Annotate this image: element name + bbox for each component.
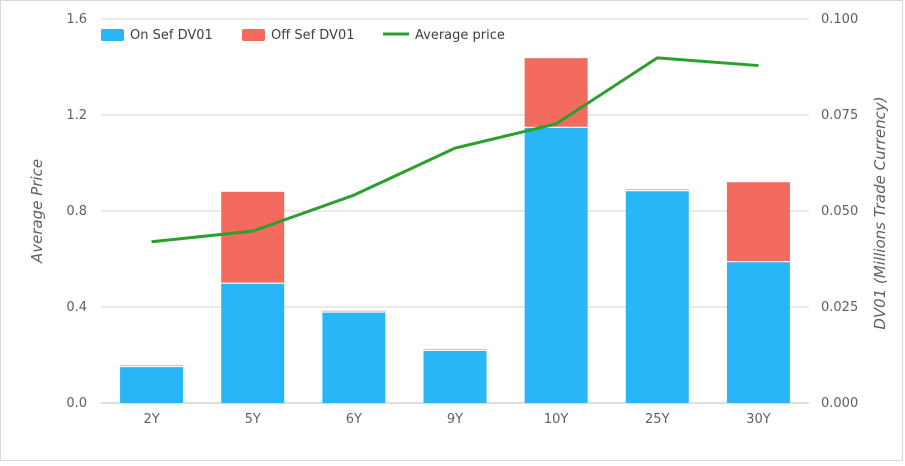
x-tick-label: 6Y	[346, 412, 362, 427]
y-left-tick-label: 1.6	[66, 12, 87, 27]
x-axis: 2Y 5Y 6Y 9Y 10Y 25Y 30Y	[143, 412, 770, 427]
legend-label-on-sef: On Sef DV01	[130, 28, 213, 43]
legend[interactable]: On Sef DV01 Off Sef DV01 Average price	[101, 28, 505, 43]
y-left-tick-label: 0.4	[66, 300, 87, 315]
bar-off-sef[interactable]	[221, 191, 285, 284]
y-left-tick-label: 1.2	[66, 108, 87, 123]
bar-on-sef[interactable]	[625, 190, 689, 403]
legend-item-on-sef[interactable]: On Sef DV01	[101, 28, 213, 43]
bar-on-sef[interactable]	[120, 366, 184, 403]
legend-label-off-sef: Off Sef DV01	[271, 28, 355, 43]
y-axis-right: 0.000 0.025 0.050 0.075 0.100	[821, 12, 858, 411]
x-tick-label: 25Y	[645, 412, 670, 427]
x-tick-label: 30Y	[746, 412, 771, 427]
y-axis-left-title: Average Price	[28, 159, 46, 264]
legend-item-off-sef[interactable]: Off Sef DV01	[242, 28, 355, 43]
x-tick-label: 2Y	[143, 412, 159, 427]
y-axis-left: 0.0 0.4 0.8 1.2 1.6	[66, 12, 87, 411]
x-tick-label: 9Y	[447, 412, 463, 427]
bar-off-sef[interactable]	[524, 58, 588, 128]
bar-on-sef[interactable]	[423, 350, 487, 403]
y-left-tick-label: 0.8	[66, 204, 87, 219]
y-right-tick-label: 0.075	[821, 108, 858, 123]
bars	[120, 58, 790, 404]
average-price-line[interactable]	[151, 56, 759, 244]
gridlines	[101, 18, 809, 404]
bar-on-sef[interactable]	[524, 127, 588, 404]
bar-on-sef[interactable]	[221, 283, 285, 403]
y-right-tick-label: 0.050	[821, 204, 858, 219]
y-right-tick-label: 0.000	[821, 396, 858, 411]
average-price-point[interactable]	[150, 240, 154, 244]
average-price-line-group	[150, 56, 760, 244]
y-right-tick-label: 0.025	[821, 300, 858, 315]
average-price-point[interactable]	[756, 64, 760, 68]
x-tick-label: 5Y	[245, 412, 261, 427]
y-left-tick-label: 0.0	[66, 396, 87, 411]
legend-label-average-price: Average price	[415, 28, 505, 43]
average-price-point[interactable]	[554, 122, 558, 126]
average-price-point[interactable]	[251, 229, 255, 233]
average-price-point[interactable]	[453, 146, 457, 150]
bar-off-sef[interactable]	[726, 182, 790, 262]
average-price-point[interactable]	[352, 193, 356, 197]
x-tick-label: 10Y	[544, 412, 569, 427]
y-axis-right-title: DV01 (Millions Trade Currency)	[871, 96, 889, 329]
bar-on-sef[interactable]	[322, 311, 386, 403]
y-right-tick-label: 0.100	[821, 12, 858, 27]
bar-on-sef[interactable]	[726, 261, 790, 403]
legend-swatch-on-sef	[101, 29, 124, 41]
legend-swatch-off-sef	[242, 29, 265, 41]
legend-item-average-price[interactable]: Average price	[383, 28, 505, 43]
average-price-point[interactable]	[655, 56, 659, 60]
